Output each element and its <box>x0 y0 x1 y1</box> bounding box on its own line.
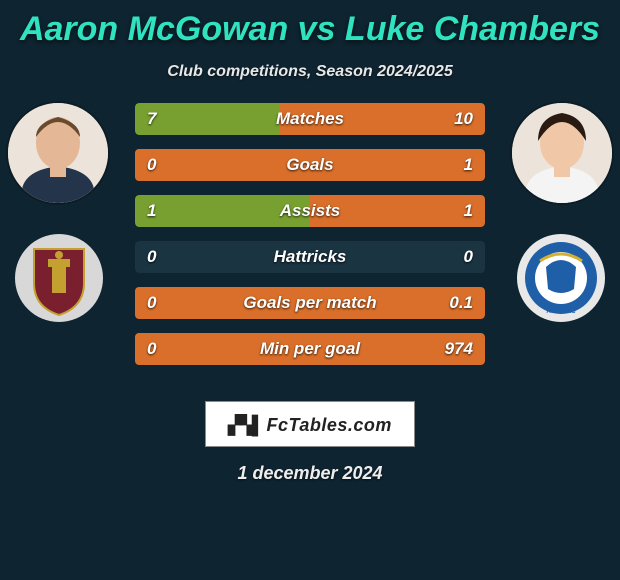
stat-value-right: 1 <box>464 149 473 181</box>
stat-row: 710Matches <box>135 103 485 135</box>
date-label: 1 december 2024 <box>0 463 620 484</box>
stat-value-left: 0 <box>147 241 156 273</box>
stat-value-left: 0 <box>147 287 156 319</box>
stat-value-left: 0 <box>147 149 156 181</box>
stat-bars: 710Matches01Goals11Assists00Hattricks00.… <box>135 103 485 379</box>
watermark: ▞▚▌FcTables.com <box>205 401 415 447</box>
stat-value-right: 0.1 <box>449 287 473 319</box>
stat-bar-right <box>310 195 485 227</box>
player-left-avatar <box>8 103 108 203</box>
player-right-avatar <box>512 103 612 203</box>
person-icon <box>512 103 612 203</box>
svg-text:ATHLETIC: ATHLETIC <box>546 309 576 315</box>
stat-row: 01Goals <box>135 149 485 181</box>
club-right-badge: WIGAN ATHLETIC <box>516 233 606 323</box>
stat-bar-right <box>135 333 485 365</box>
stat-bar-right <box>135 149 485 181</box>
shield-icon <box>14 233 104 323</box>
svg-text:WIGAN: WIGAN <box>549 245 573 252</box>
chart-icon: ▞▚▌ <box>228 415 262 435</box>
stat-value-left: 7 <box>147 103 156 135</box>
stat-value-right: 974 <box>445 333 473 365</box>
stat-row: 11Assists <box>135 195 485 227</box>
watermark-text: FcTables.com <box>267 415 392 435</box>
club-left-badge <box>14 233 104 323</box>
stat-value-right: 10 <box>454 103 473 135</box>
stat-bar-right <box>135 287 485 319</box>
stat-bar-neutral <box>135 241 485 273</box>
subtitle: Club competitions, Season 2024/2025 <box>0 63 620 81</box>
page-title: Aaron McGowan vs Luke Chambers <box>0 0 620 49</box>
stat-bar-left <box>135 195 310 227</box>
stat-row: 00Hattricks <box>135 241 485 273</box>
stat-row: 00.1Goals per match <box>135 287 485 319</box>
stat-value-right: 1 <box>464 195 473 227</box>
person-icon <box>8 103 108 203</box>
stat-bar-left <box>135 103 279 135</box>
stat-value-left: 0 <box>147 333 156 365</box>
shield-icon: WIGAN ATHLETIC <box>516 233 606 323</box>
stat-value-left: 1 <box>147 195 156 227</box>
stat-value-right: 0 <box>464 241 473 273</box>
stat-row: 0974Min per goal <box>135 333 485 365</box>
comparison-content: WIGAN ATHLETIC 710Matches01Goals11Assist… <box>0 103 620 393</box>
